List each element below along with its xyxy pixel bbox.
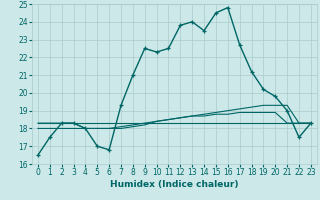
X-axis label: Humidex (Indice chaleur): Humidex (Indice chaleur)	[110, 180, 239, 189]
